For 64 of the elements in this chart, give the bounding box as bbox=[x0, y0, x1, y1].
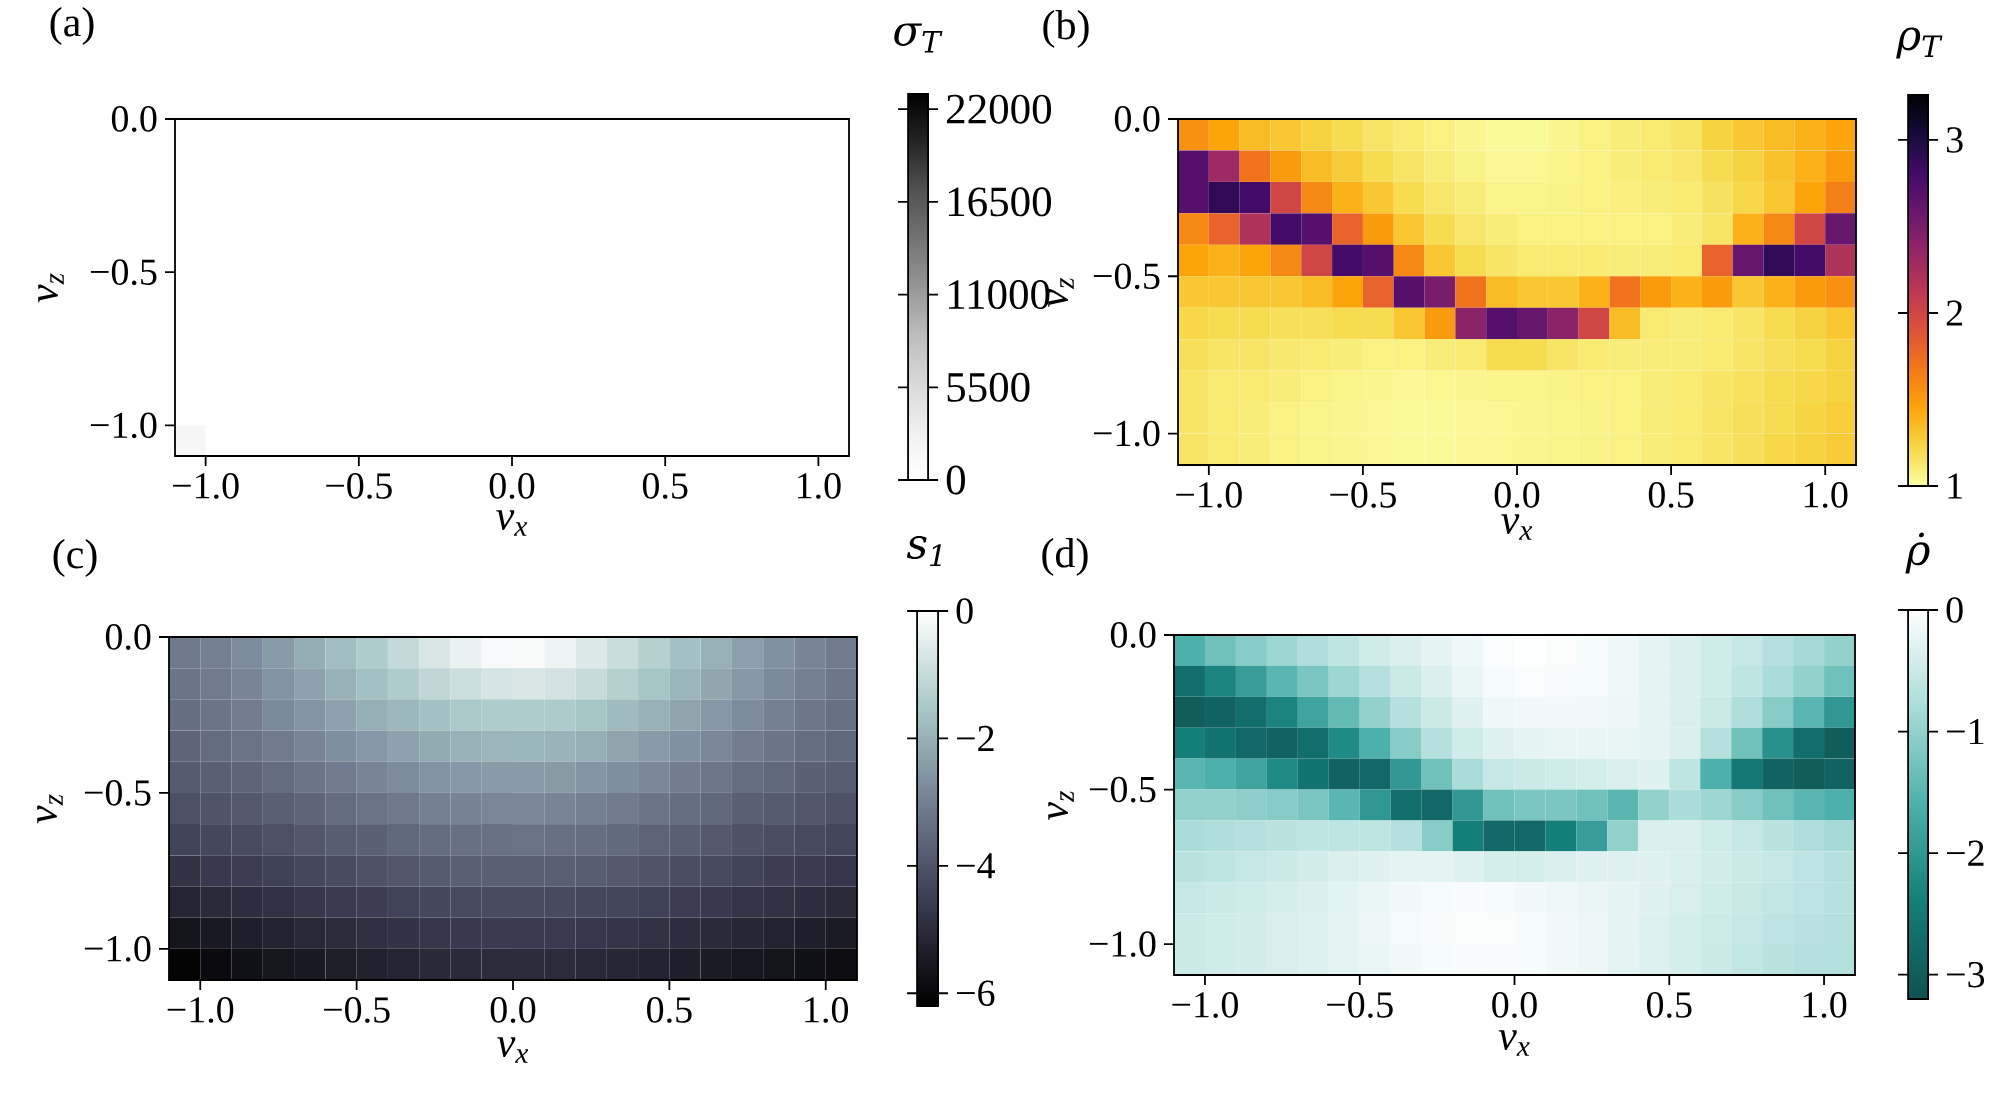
color-bar-label: −1 bbox=[1947, 719, 1984, 745]
x-tick-label: 0.5 bbox=[647, 997, 692, 1023]
x-tick-label: −0.5 bbox=[324, 997, 390, 1023]
y-tick-label: −1.0 bbox=[84, 935, 151, 962]
x-tick-label: −0.5 bbox=[1330, 482, 1396, 508]
chart-title: (a) bbox=[50, 6, 94, 46]
y-axis-title: v$_{z}$ bbox=[38, 273, 64, 303]
color-bar-label: 0 bbox=[956, 598, 973, 624]
y-tick-label: −0.5 bbox=[1089, 776, 1156, 803]
color-bar-label: 1 bbox=[1948, 473, 1962, 499]
y-tick-label: −1.0 bbox=[1093, 420, 1160, 447]
x-tick-label: −1.0 bbox=[167, 997, 234, 1023]
y-tick-label: 0.0 bbox=[111, 106, 157, 132]
x-tick-label: −0.5 bbox=[1327, 992, 1393, 1018]
x-axis-title: v$_{x}$ bbox=[496, 510, 528, 536]
x-axis-title: v$_{x}$ bbox=[497, 1037, 529, 1063]
color-bar-title: s$_{1}$ bbox=[906, 536, 941, 566]
chart-title: (c) bbox=[53, 538, 97, 578]
x-tick-label: 1.0 bbox=[805, 997, 849, 1023]
x-tick-label: 0.0 bbox=[1494, 482, 1540, 508]
color-bar-label: 2 bbox=[1946, 300, 1963, 326]
y-axis-title: v$_{z}$ bbox=[1048, 790, 1074, 820]
color-bar-label: 16500 bbox=[948, 187, 1051, 217]
x-tick-label: −1.0 bbox=[173, 473, 239, 499]
x-tick-label: −1.0 bbox=[1172, 992, 1238, 1018]
x-axis-title: v$_{x}$ bbox=[1498, 1030, 1530, 1056]
y-tick-label: 0.0 bbox=[1114, 106, 1160, 132]
x-axis-title: v$_{x}$ bbox=[1501, 514, 1533, 540]
color-bar-label: 0 bbox=[946, 465, 965, 495]
chart-title: (d) bbox=[1042, 537, 1088, 577]
x-tick-label: 0.5 bbox=[1646, 992, 1692, 1018]
x-tick-label: 0.0 bbox=[489, 473, 535, 499]
color-bar-label: 5500 bbox=[947, 372, 1030, 402]
x-tick-label: 0.0 bbox=[1492, 992, 1537, 1018]
y-tick-label: 0.0 bbox=[1110, 622, 1156, 648]
x-tick-label: −0.5 bbox=[326, 473, 392, 499]
y-tick-label: −0.5 bbox=[1093, 263, 1160, 290]
x-tick-label: −1.0 bbox=[1176, 482, 1242, 508]
color-bar-title: ρ$_{T}$ bbox=[1896, 27, 1943, 59]
y-tick-label: −0.5 bbox=[90, 259, 157, 286]
color-bar-label: 11000 bbox=[948, 280, 1050, 310]
color-bar-label: −4 bbox=[957, 853, 995, 879]
color-bar-label: 3 bbox=[1946, 127, 1963, 153]
color-bar-title: ρ̇ bbox=[1905, 532, 1930, 574]
y-tick-label: −0.5 bbox=[84, 780, 151, 806]
x-tick-label: 1.0 bbox=[797, 473, 841, 499]
y-tick-label: −1.0 bbox=[90, 412, 157, 439]
x-tick-label: 0.0 bbox=[490, 997, 536, 1023]
color-bar-title: σ$_{T}$ bbox=[894, 23, 943, 53]
x-tick-label: 1.0 bbox=[1803, 992, 1847, 1018]
chart-title: (b) bbox=[1043, 9, 1089, 49]
color-bar-label: 22000 bbox=[947, 94, 1051, 124]
y-tick-label: 0.0 bbox=[105, 624, 151, 650]
x-tick-label: 0.5 bbox=[642, 473, 688, 499]
x-tick-label: 0.5 bbox=[1648, 482, 1694, 508]
y-axis-title: v$_{z}$ bbox=[1048, 277, 1074, 307]
color-bar-label: −2 bbox=[1947, 840, 1984, 866]
y-tick-label: −1.0 bbox=[1089, 931, 1156, 957]
color-bar-label: −6 bbox=[957, 980, 995, 1007]
y-axis-title: v$_{z}$ bbox=[37, 794, 63, 824]
x-tick-label: 1.0 bbox=[1804, 482, 1848, 508]
color-bar-label: −3 bbox=[1947, 961, 1985, 988]
color-bar-label: 0 bbox=[1946, 597, 1963, 623]
color-bar-label: −2 bbox=[957, 725, 994, 751]
